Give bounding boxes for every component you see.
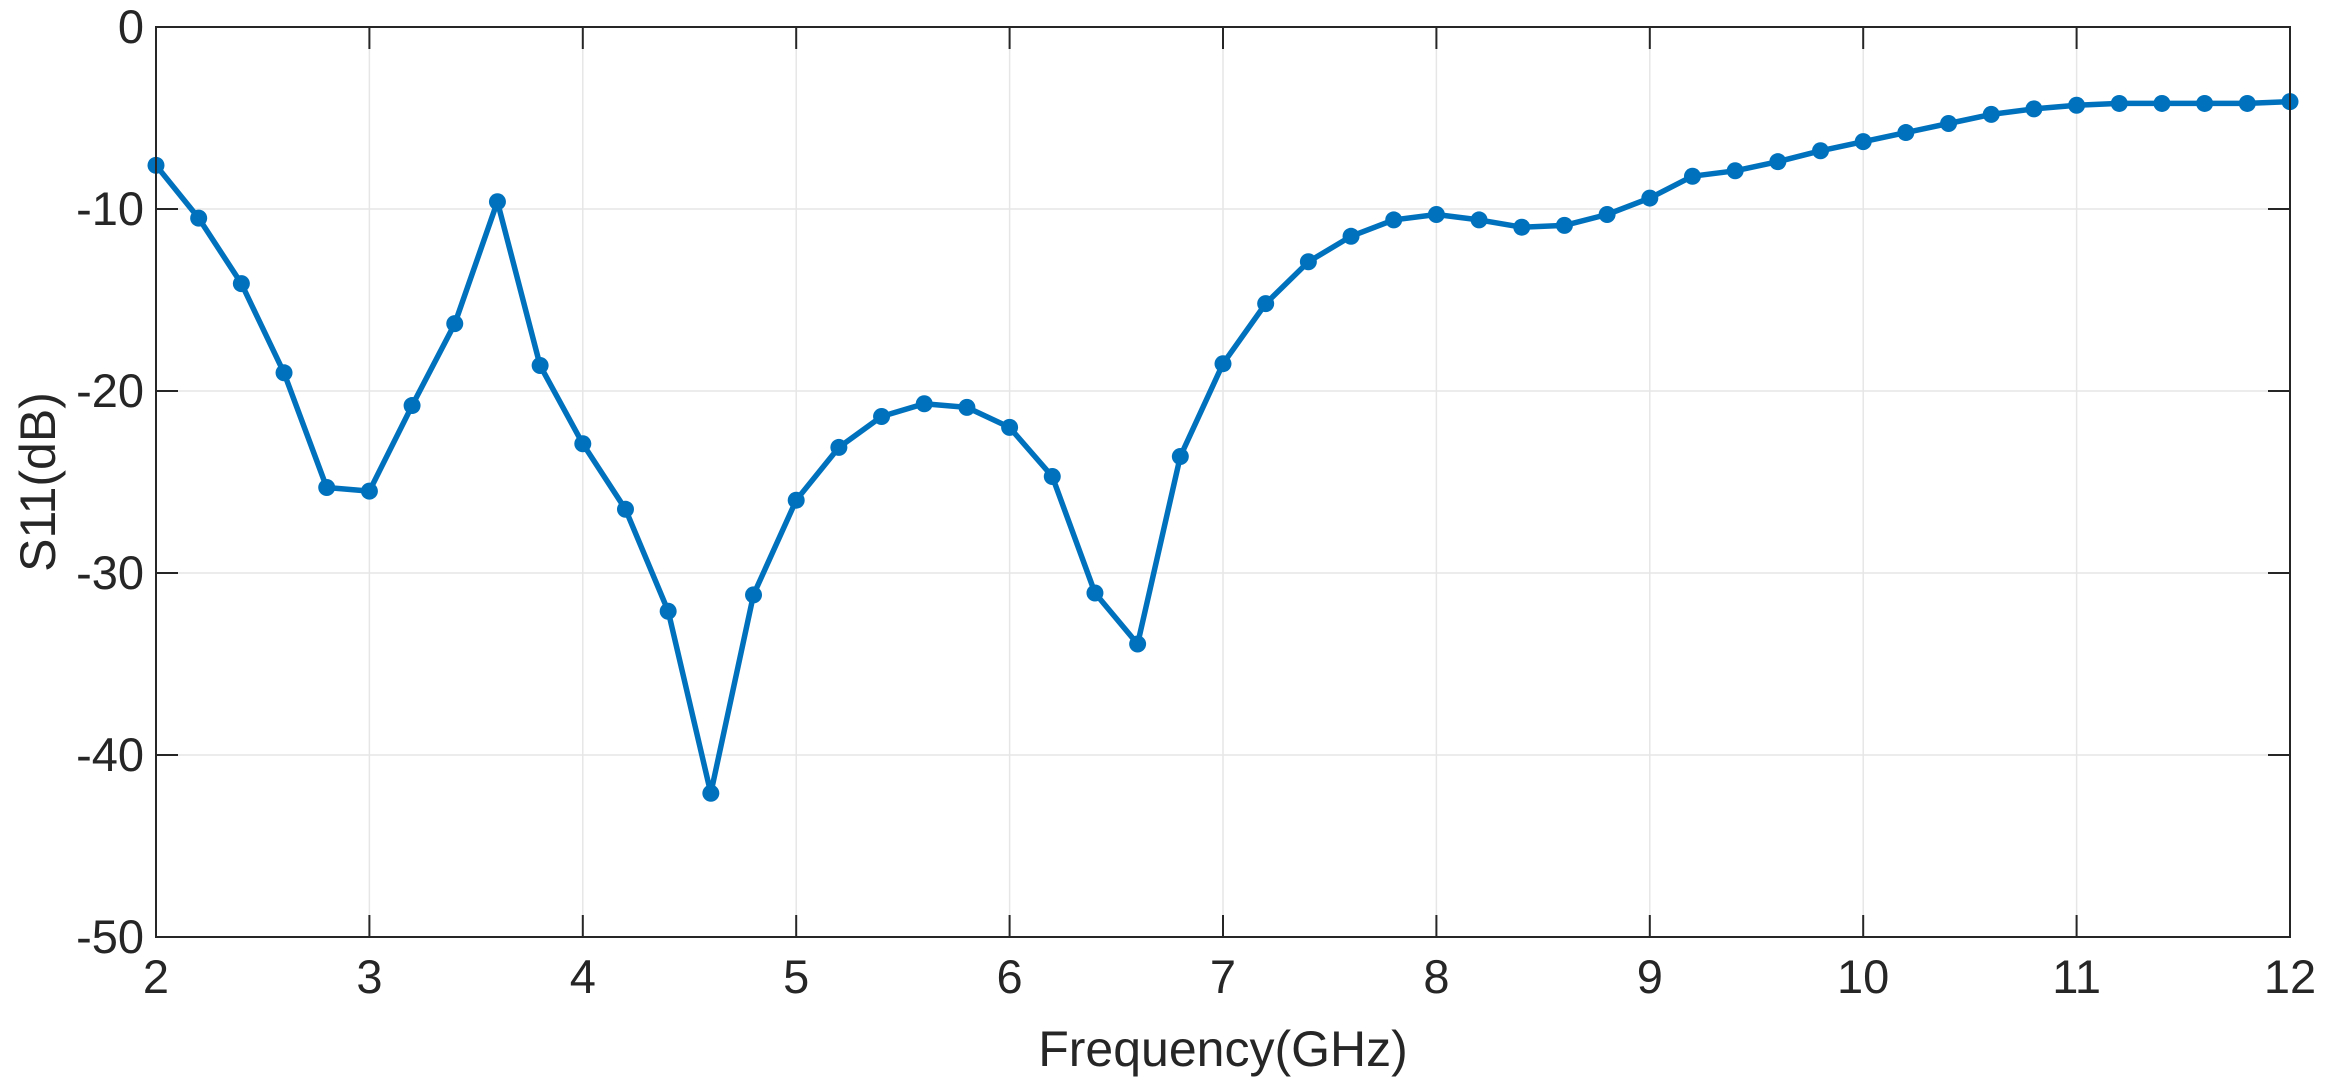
data-point — [1982, 105, 2000, 123]
data-point — [702, 784, 720, 802]
data-point — [2025, 100, 2043, 118]
data-point — [232, 275, 250, 293]
data-point — [488, 193, 506, 211]
x-tick-label: 9 — [1637, 950, 1663, 1003]
y-tick-labels: 0 -10 -20 -30 -40 -50 — [76, 0, 144, 963]
data-point — [1086, 584, 1104, 602]
x-tick-label: 6 — [997, 950, 1023, 1003]
x-tick-label: 5 — [783, 950, 809, 1003]
data-point — [446, 315, 464, 333]
data-point — [1171, 448, 1189, 466]
data-point — [1641, 189, 1659, 207]
data-point — [2153, 94, 2171, 112]
x-tick-label: 2 — [143, 950, 169, 1003]
y-axis-title: S11(dB) — [10, 392, 66, 572]
data-point — [1427, 205, 1445, 223]
data-point — [1001, 418, 1019, 436]
y-tick-label: -40 — [76, 728, 144, 781]
x-tick-labels: 2 3 4 5 6 7 8 9 10 11 12 — [143, 950, 2316, 1003]
data-point — [1214, 355, 1232, 373]
data-point — [1598, 205, 1616, 223]
data-point — [1257, 295, 1275, 313]
data-point — [2238, 94, 2256, 112]
data-point — [1683, 167, 1701, 185]
data-point — [1043, 468, 1061, 486]
y-tick-label: -50 — [76, 910, 144, 963]
data-point — [1470, 211, 1488, 229]
data-point — [1129, 635, 1147, 653]
x-tick-label: 11 — [2052, 950, 2101, 1003]
data-point — [1812, 142, 1830, 160]
data-point — [830, 438, 848, 456]
data-point — [360, 482, 378, 500]
data-point — [2110, 94, 2128, 112]
data-point — [915, 395, 933, 413]
data-point — [1555, 216, 1573, 234]
x-tick-label: 7 — [1210, 950, 1236, 1003]
data-point — [574, 435, 592, 453]
y-tick-label: -20 — [76, 364, 144, 417]
x-tick-label: 8 — [1423, 950, 1449, 1003]
data-point — [1940, 114, 1958, 132]
data-point — [659, 602, 677, 620]
data-point — [318, 478, 336, 496]
x-tick-label: 4 — [570, 950, 596, 1003]
data-point — [1897, 124, 1915, 142]
data-point — [403, 397, 421, 415]
data-point — [1769, 153, 1787, 171]
data-point — [190, 209, 208, 227]
s11-series — [147, 93, 2299, 802]
data-point — [958, 398, 976, 416]
y-tick-label: -10 — [76, 182, 144, 235]
data-point — [787, 491, 805, 509]
data-point — [1299, 253, 1317, 271]
x-tick-label: 12 — [2264, 950, 2316, 1003]
data-point — [1854, 133, 1872, 151]
data-point — [873, 407, 891, 425]
data-point — [1726, 162, 1744, 180]
y-tick-label: 0 — [118, 0, 144, 53]
data-point — [531, 357, 549, 375]
data-point — [2068, 96, 2086, 114]
x-tick-label: 10 — [1837, 950, 1889, 1003]
plot-frame — [155, 26, 2291, 938]
data-point — [275, 364, 293, 382]
data-point — [1513, 218, 1531, 236]
data-point — [1385, 211, 1403, 229]
x-axis-title: Frequency(GHz) — [1038, 1021, 1408, 1077]
data-point — [745, 586, 763, 604]
data-point — [616, 500, 634, 518]
x-tick-label: 3 — [356, 950, 382, 1003]
data-point — [1342, 227, 1360, 245]
data-point — [2196, 94, 2214, 112]
y-tick-label: -30 — [76, 546, 144, 599]
